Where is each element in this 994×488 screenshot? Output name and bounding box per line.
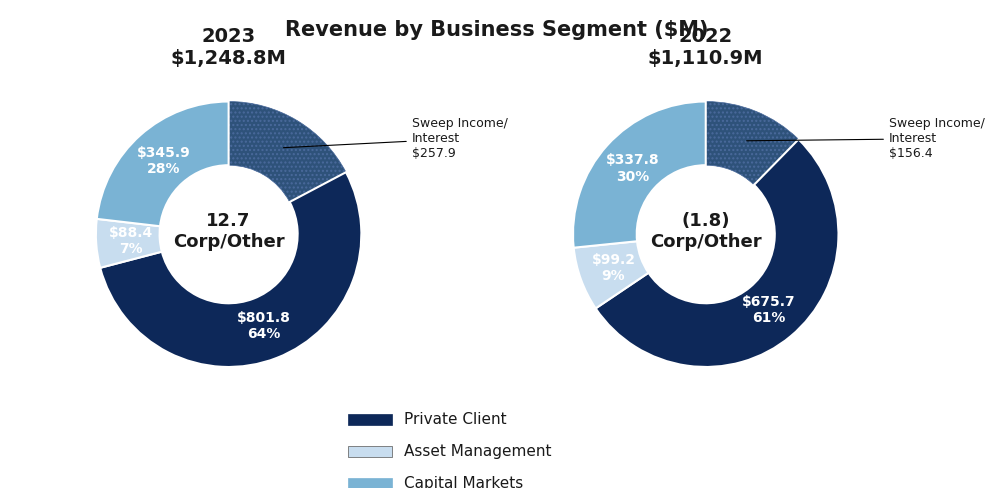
Text: $88.4
7%: $88.4 7% [108, 226, 153, 256]
Wedge shape [95, 219, 162, 268]
Text: $1,110.9M: $1,110.9M [648, 49, 763, 68]
Text: $345.9
28%: $345.9 28% [136, 146, 190, 176]
Text: Capital Markets: Capital Markets [405, 476, 524, 488]
Wedge shape [595, 140, 839, 367]
Wedge shape [574, 241, 648, 308]
Wedge shape [100, 172, 362, 367]
Wedge shape [96, 102, 229, 226]
Text: (1.8)
Corp/Other: (1.8) Corp/Other [650, 212, 761, 251]
Text: Private Client: Private Client [405, 412, 507, 427]
Text: Asset Management: Asset Management [405, 444, 552, 459]
Text: $99.2
9%: $99.2 9% [591, 253, 635, 283]
Wedge shape [573, 102, 706, 248]
Text: 2022: 2022 [679, 27, 733, 46]
Text: $1,248.8M: $1,248.8M [171, 49, 286, 68]
Text: $675.7
61%: $675.7 61% [742, 295, 795, 325]
Wedge shape [706, 102, 798, 185]
Text: Sweep Income/
Interest
$156.4: Sweep Income/ Interest $156.4 [746, 117, 985, 160]
Text: 2023: 2023 [202, 27, 255, 46]
Text: 12.7
Corp/Other: 12.7 Corp/Other [173, 212, 284, 251]
Text: Revenue by Business Segment ($M): Revenue by Business Segment ($M) [285, 20, 709, 40]
Text: Sweep Income/
Interest
$257.9: Sweep Income/ Interest $257.9 [283, 117, 508, 160]
Wedge shape [229, 102, 346, 202]
Text: $801.8
64%: $801.8 64% [238, 311, 291, 341]
Text: $337.8
30%: $337.8 30% [606, 153, 660, 183]
